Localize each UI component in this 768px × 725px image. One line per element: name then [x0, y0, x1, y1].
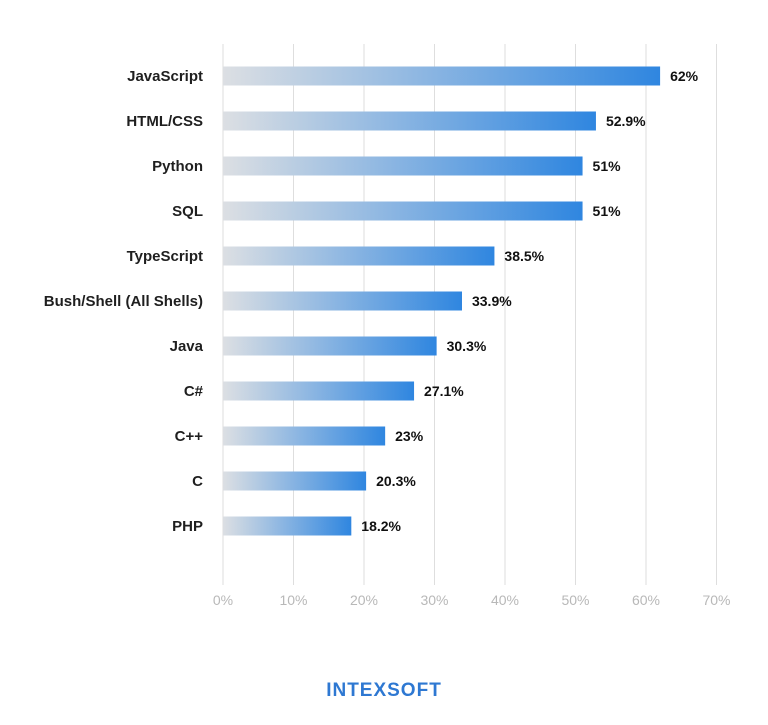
labels: 0% 10% 20% 30% 40% 50% 60% 70% JavaScript 62% HTML… [44, 68, 731, 608]
bar [223, 66, 661, 86]
x-tick-label: 50% [561, 592, 589, 608]
value-label: 51% [593, 158, 622, 174]
x-tick-label: 10% [279, 592, 307, 608]
x-tick-label: 70% [702, 592, 730, 608]
value-label: 23% [395, 428, 424, 444]
category-label: C++ [175, 428, 204, 445]
value-label: 18.2% [361, 518, 401, 534]
gridlines [222, 44, 717, 585]
value-label: 20.3% [376, 473, 416, 489]
bar [223, 471, 367, 491]
value-label: 38.5% [504, 248, 544, 264]
value-label: 62% [670, 68, 699, 84]
category-label: Bush/Shell (All Shells) [44, 293, 203, 310]
bar-chart: 0% 10% 20% 30% 40% 50% 60% 70% JavaScript 62% HTML… [44, 44, 731, 608]
x-tick-label: 60% [632, 592, 660, 608]
category-label: Java [170, 338, 204, 355]
bar [223, 336, 437, 356]
value-label: 30.3% [447, 338, 487, 354]
x-tick-label: 0% [213, 592, 233, 608]
category-label: SQL [172, 203, 203, 220]
category-label: C [192, 473, 203, 490]
bar [223, 426, 386, 446]
category-label: PHP [172, 518, 203, 535]
bar [223, 516, 352, 536]
bar [223, 111, 596, 131]
bar [223, 291, 462, 311]
bar [223, 381, 415, 401]
value-label: 52.9% [606, 113, 646, 129]
value-label: 27.1% [424, 383, 464, 399]
intexsoft-logo: INTEXSOFT [326, 680, 442, 701]
value-label: 51% [593, 203, 622, 219]
value-label: 33.9% [472, 293, 512, 309]
category-label: C# [184, 383, 204, 400]
x-tick-label: 40% [491, 592, 519, 608]
bars [223, 66, 661, 536]
category-label: JavaScript [127, 68, 203, 85]
category-label: Python [152, 158, 203, 175]
bar [223, 201, 583, 221]
category-label: HTML/CSS [126, 113, 203, 130]
bar [223, 246, 495, 266]
x-tick-label: 30% [420, 592, 448, 608]
x-tick-label: 20% [350, 592, 378, 608]
category-label: TypeScript [127, 248, 203, 265]
bar [223, 156, 583, 176]
